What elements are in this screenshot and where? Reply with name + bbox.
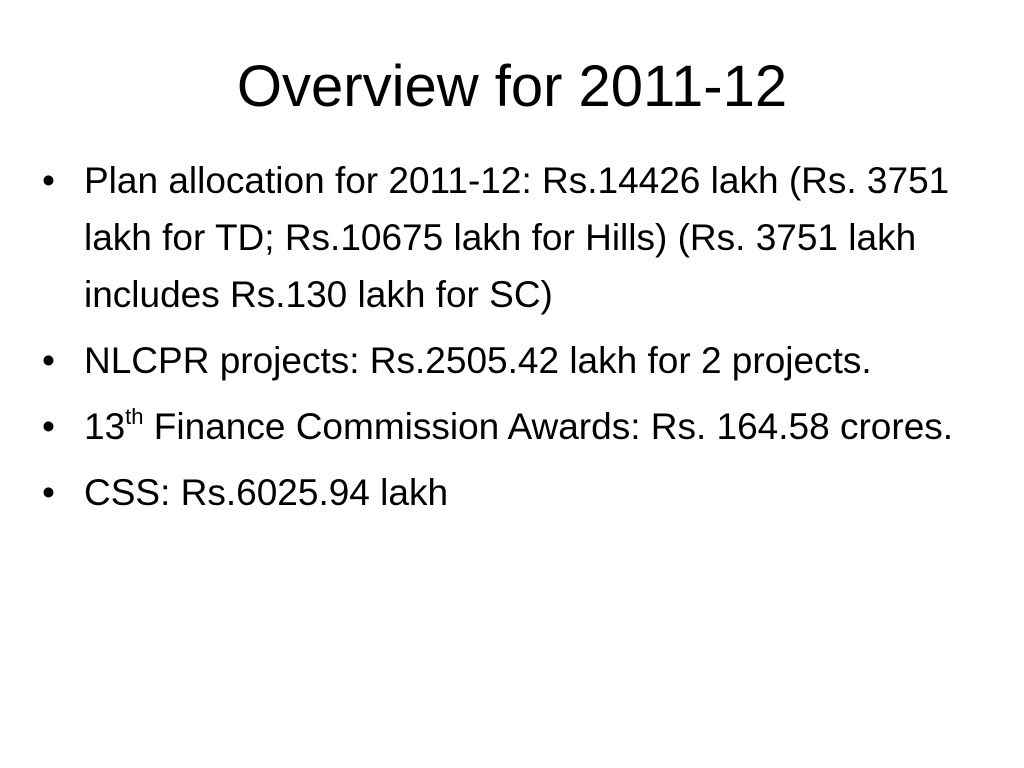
bullet-dot-icon: • — [42, 160, 55, 201]
bullet-dot-icon: • — [42, 406, 55, 447]
bullet-item-plan-allocation: • Plan allocation for 2011-12: Rs.14426 … — [42, 152, 962, 323]
bullet-text: CSS: Rs.6025.94 lakh — [84, 472, 449, 513]
slide-title: Overview for 2011-12 — [236, 54, 788, 119]
bullet-text: Finance Commission Awards: Rs. 164.58 cr… — [143, 406, 954, 447]
ordinal-superscript: th — [125, 404, 144, 429]
bullet-text-prefix: 13 — [84, 406, 126, 447]
bullet-item-finance-commission: • 13th Finance Commission Awards: Rs. 16… — [42, 398, 962, 455]
bullet-item-nlcpr: • NLCPR projects: Rs.2505.42 lakh for 2 … — [42, 332, 962, 389]
bullet-text: Plan allocation for 2011-12: Rs.14426 la… — [84, 160, 950, 315]
bullet-text: NLCPR projects: Rs.2505.42 lakh for 2 pr… — [84, 340, 872, 381]
bullet-item-css: • CSS: Rs.6025.94 lakh — [42, 464, 962, 521]
bullet-dot-icon: • — [42, 340, 55, 381]
bullet-dot-icon: • — [42, 472, 55, 513]
bullet-list: • Plan allocation for 2011-12: Rs.14426 … — [42, 152, 962, 530]
